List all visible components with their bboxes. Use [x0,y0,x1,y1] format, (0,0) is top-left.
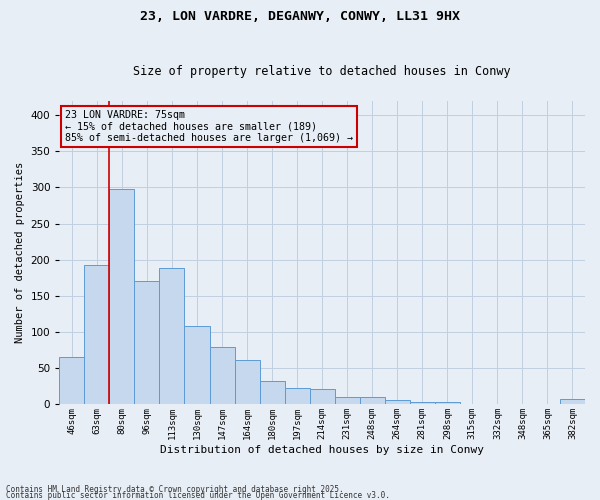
Bar [85,265,109,404]
Bar [310,389,335,404]
Bar [59,358,85,405]
Text: Contains public sector information licensed under the Open Government Licence v3: Contains public sector information licen… [6,490,390,500]
Bar [109,189,134,404]
Bar [209,346,235,405]
Text: Contains HM Land Registry data © Crown copyright and database right 2025.: Contains HM Land Registry data © Crown c… [6,484,344,494]
Text: 23 LON VARDRE: 75sqm
← 15% of detached houses are smaller (189)
85% of semi-deta: 23 LON VARDRE: 75sqm ← 15% of detached h… [65,110,353,143]
X-axis label: Distribution of detached houses by size in Conwy: Distribution of detached houses by size … [160,445,484,455]
Text: 23, LON VARDRE, DEGANWY, CONWY, LL31 9HX: 23, LON VARDRE, DEGANWY, CONWY, LL31 9HX [140,10,460,23]
Bar [284,388,310,404]
Bar [184,326,209,404]
Bar [410,402,435,404]
Bar [160,268,184,404]
Bar [360,397,385,404]
Bar [235,360,260,405]
Bar [260,380,284,404]
Bar [385,400,410,404]
Title: Size of property relative to detached houses in Conwy: Size of property relative to detached ho… [133,66,511,78]
Bar [560,400,585,404]
Bar [435,402,460,404]
Bar [134,282,160,405]
Bar [335,397,360,404]
Y-axis label: Number of detached properties: Number of detached properties [15,162,25,343]
